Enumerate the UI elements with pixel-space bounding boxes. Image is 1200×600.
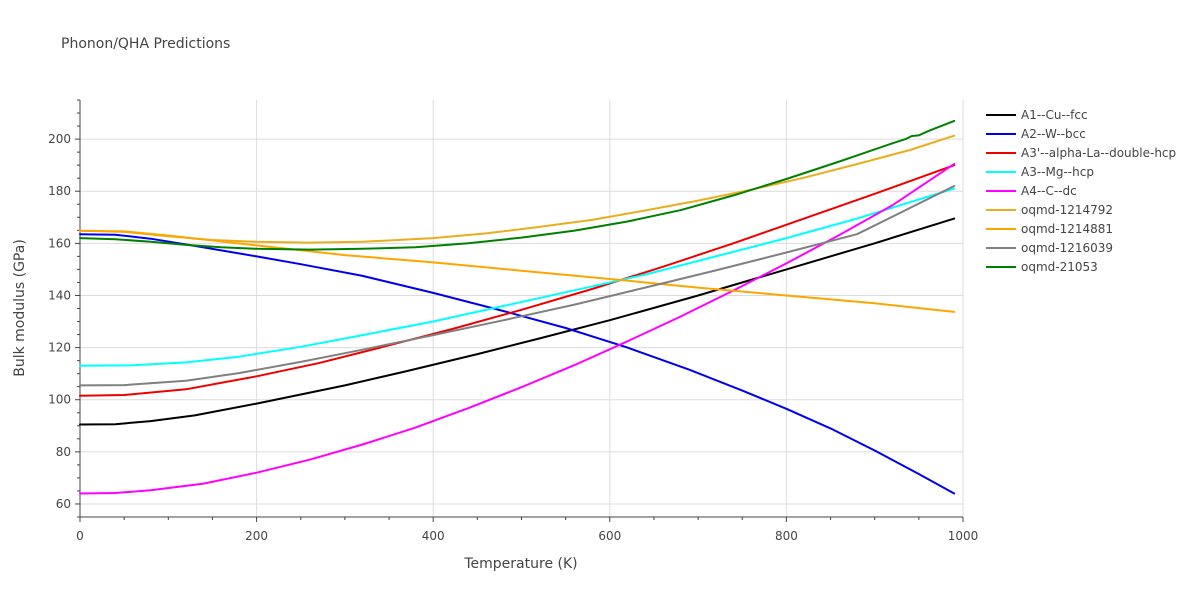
legend-item-4[interactable]: A4--C--dc xyxy=(986,184,1077,198)
grid-layer xyxy=(80,100,964,517)
series-line-1 xyxy=(79,233,956,495)
legend-item-3[interactable]: A3--Mg--hcp xyxy=(986,165,1094,179)
legend-item-7[interactable]: oqmd-1216039 xyxy=(986,241,1113,255)
series-line-6 xyxy=(79,229,956,313)
x-tick-label-0: 0 xyxy=(76,529,84,543)
x-tick-label-2: 400 xyxy=(422,529,445,543)
y-tick-label-4: 140 xyxy=(48,288,71,302)
legend-item-0[interactable]: A1--Cu--fcc xyxy=(986,108,1088,122)
legend-item-1[interactable]: A2--W--bcc xyxy=(986,127,1086,141)
x-axis-title: Temperature (K) xyxy=(463,556,577,572)
series-line-5 xyxy=(79,134,956,244)
x-tick-label-1: 200 xyxy=(245,529,268,543)
series-line-8 xyxy=(79,119,956,251)
legend-label-5: oqmd-1214792 xyxy=(1021,203,1113,217)
series-line-4 xyxy=(79,162,956,495)
y-tick-label-0: 60 xyxy=(56,497,71,511)
legend-label-3: A3--Mg--hcp xyxy=(1021,165,1094,179)
y-tick-label-3: 120 xyxy=(48,341,71,355)
x-tick-label-3: 600 xyxy=(598,529,621,543)
chart-title: Phonon/QHA Predictions xyxy=(61,36,231,52)
y-tick-label-2: 100 xyxy=(48,393,71,407)
axes-layer: 0 200 400 600 800 1000 60 80 100 120 140 160 180 200 xyxy=(48,99,979,543)
x-tick-label-4: 800 xyxy=(775,529,798,543)
y-axis-title: Bulk modulus (GPa) xyxy=(12,239,28,377)
legend[interactable]: A1--Cu--fcc A2--W--bcc A3'--alpha-La--doub… xyxy=(986,108,1176,274)
legend-label-7: oqmd-1216039 xyxy=(1021,241,1113,255)
legend-label-1: A2--W--bcc xyxy=(1021,127,1086,141)
series-layer xyxy=(79,119,956,495)
legend-label-6: oqmd-1214881 xyxy=(1021,222,1113,236)
legend-item-6[interactable]: oqmd-1214881 xyxy=(986,222,1113,236)
y-tick-label-6: 180 xyxy=(48,184,71,198)
legend-item-8[interactable]: oqmd-21053 xyxy=(986,260,1098,274)
series-line-7 xyxy=(79,185,956,387)
y-tick-label-1: 80 xyxy=(56,445,71,459)
legend-label-4: A4--C--dc xyxy=(1021,184,1077,198)
series-line-3 xyxy=(79,187,956,367)
y-tick-label-5: 160 xyxy=(48,236,71,250)
x-tick-label-5: 1000 xyxy=(948,529,979,543)
legend-item-5[interactable]: oqmd-1214792 xyxy=(986,203,1113,217)
legend-item-2[interactable]: A3'--alpha-La--double-hcp xyxy=(986,146,1176,160)
series-line-2 xyxy=(79,164,956,397)
legend-label-8: oqmd-21053 xyxy=(1021,260,1098,274)
legend-label-0: A1--Cu--fcc xyxy=(1021,108,1088,122)
y-tick-label-7: 200 xyxy=(48,132,71,146)
legend-label-2: A3'--alpha-La--double-hcp xyxy=(1021,146,1176,160)
